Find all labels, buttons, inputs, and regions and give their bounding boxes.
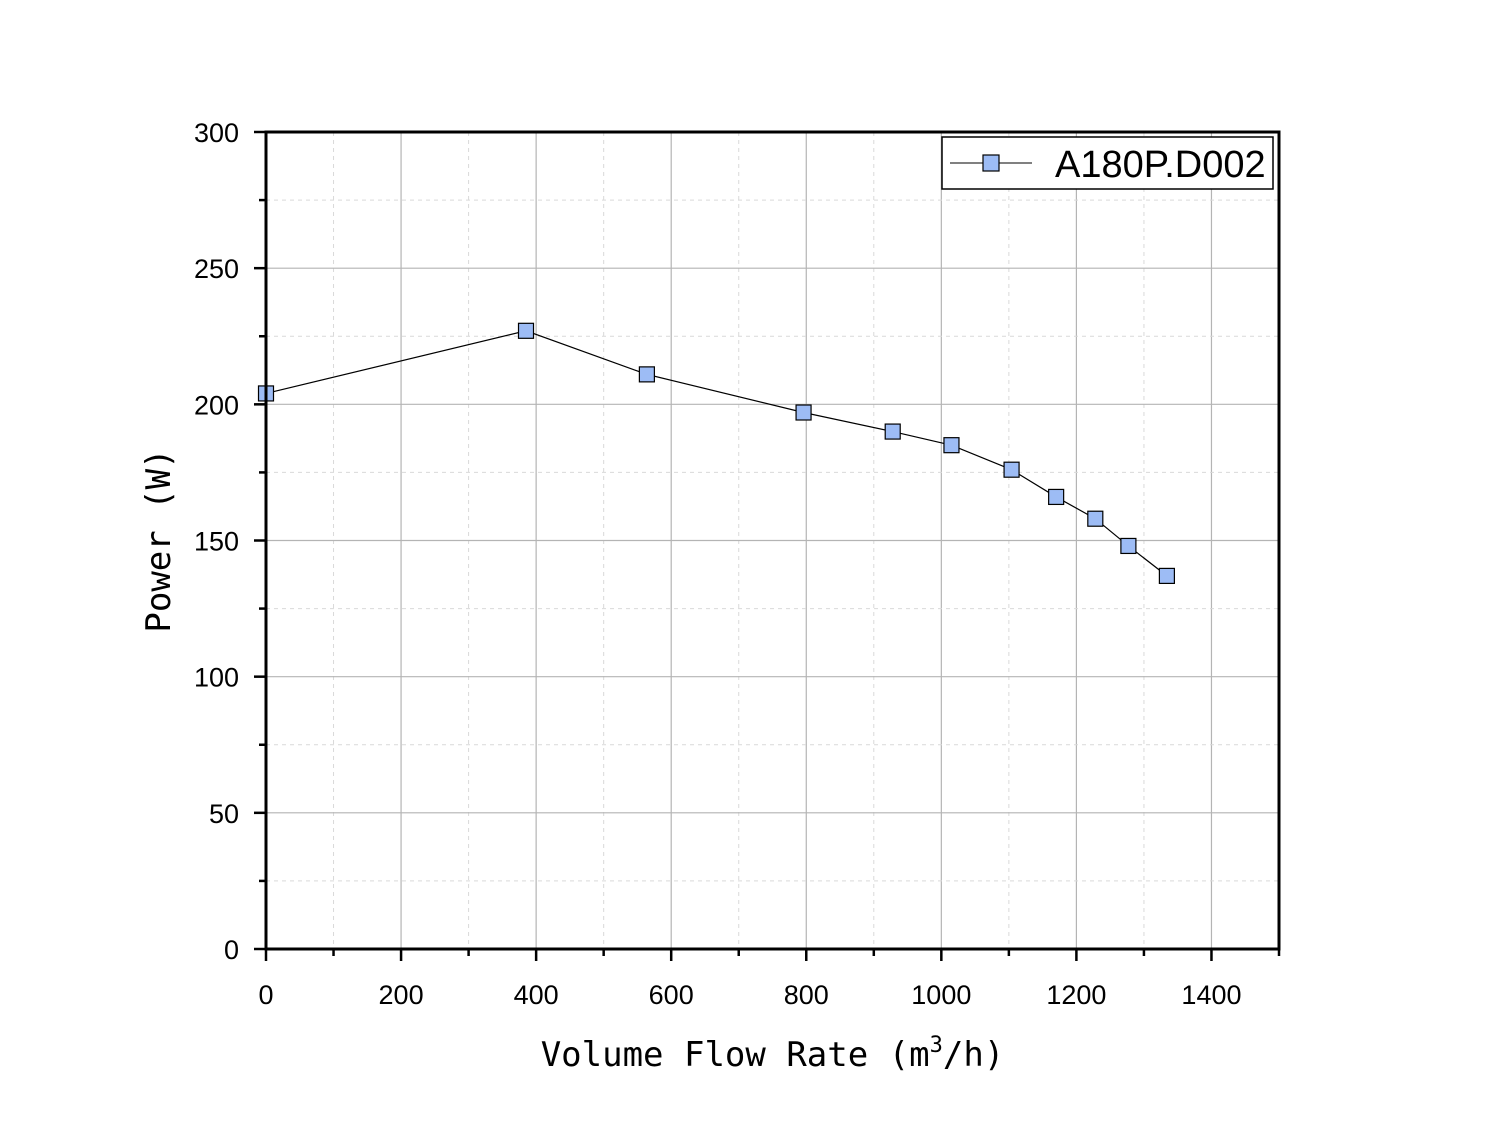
data-point <box>795 404 812 421</box>
data-point <box>638 366 655 383</box>
y-tick-label: 150 <box>194 527 239 557</box>
x-tick-label: 1400 <box>1181 980 1241 1010</box>
data-point <box>1120 537 1137 555</box>
data-point <box>1003 461 1020 478</box>
data-point <box>1158 567 1175 585</box>
x-tick-label: 400 <box>514 980 559 1010</box>
y-tick-label: 200 <box>194 390 239 420</box>
x-tick-label: 1200 <box>1046 980 1106 1010</box>
y-tick-label: 250 <box>194 254 239 284</box>
x-axis-title-main: Volume Flow Rate (m <box>541 1035 930 1075</box>
data-point <box>1048 488 1065 506</box>
data-point <box>1087 510 1104 527</box>
data-point <box>884 423 901 440</box>
legend-label: A180P.D002 <box>1055 144 1266 186</box>
x-tick-label: 0 <box>258 980 273 1010</box>
y-tick-labels: 0 50 100 150 200 250 300 <box>194 118 239 965</box>
y-tick-label: 0 <box>224 935 239 965</box>
y-axis-title: Power (W) <box>139 448 179 632</box>
grid-lines <box>266 132 1279 949</box>
x-tick-labels: 0 200 400 600 800 1000 1200 1400 <box>258 980 1241 1010</box>
plot-frame <box>264 130 1281 951</box>
series-group <box>257 322 1175 585</box>
legend-marker-sample <box>982 154 1000 172</box>
x-axis-title-unit: /h) <box>943 1035 1004 1075</box>
x-tick-label: 200 <box>379 980 424 1010</box>
x-tick-label: 1000 <box>911 980 971 1010</box>
legend: A180P.D002 <box>941 136 1274 190</box>
y-tick-label: 50 <box>209 799 239 829</box>
y-tick-label: 300 <box>194 118 239 148</box>
x-axis-title: Volume Flow Rate (m3/h) <box>541 1033 1005 1075</box>
axis-ticks <box>254 130 1281 961</box>
data-point <box>943 437 960 454</box>
y-tick-label: 100 <box>194 663 239 693</box>
x-tick-label: 600 <box>649 980 694 1010</box>
data-point <box>517 322 535 339</box>
x-tick-label: 800 <box>784 980 829 1010</box>
x-axis-title-superscript: 3 <box>930 1033 943 1058</box>
